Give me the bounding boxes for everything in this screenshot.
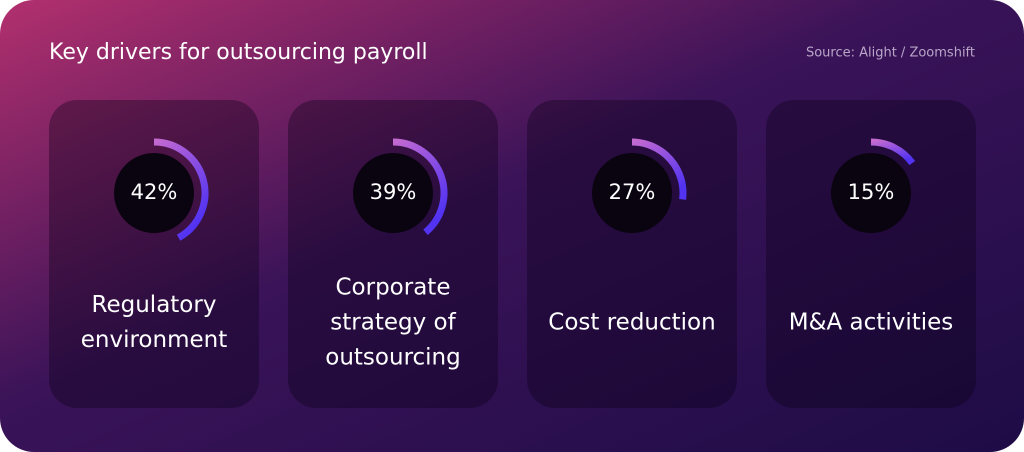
category-label: Regulatory environment [80, 292, 228, 353]
category-label: M&A activities [788, 309, 954, 336]
gauge-center [353, 153, 433, 233]
value-label: 39% [370, 180, 417, 204]
gauge-arc [153, 138, 209, 241]
source: Source: Alight / Zoomshift [806, 46, 975, 61]
gauge-center [114, 153, 194, 233]
gauge-center [592, 153, 672, 233]
gauge-center [831, 153, 911, 233]
card [527, 100, 737, 408]
gauge-arc [870, 138, 916, 166]
chart-title: Key drivers for outsourcing payroll [49, 40, 428, 65]
card [49, 100, 259, 408]
value-label: 27% [609, 180, 656, 204]
category-label: Cost reduction [548, 309, 716, 336]
gauge-arc [631, 138, 687, 200]
gauge-arc [392, 138, 448, 235]
card [766, 100, 976, 408]
value-label: 42% [131, 180, 178, 204]
category-label: Corporate strategy of outsourcing [325, 274, 461, 371]
card [288, 100, 498, 408]
value-label: 15% [848, 180, 895, 204]
